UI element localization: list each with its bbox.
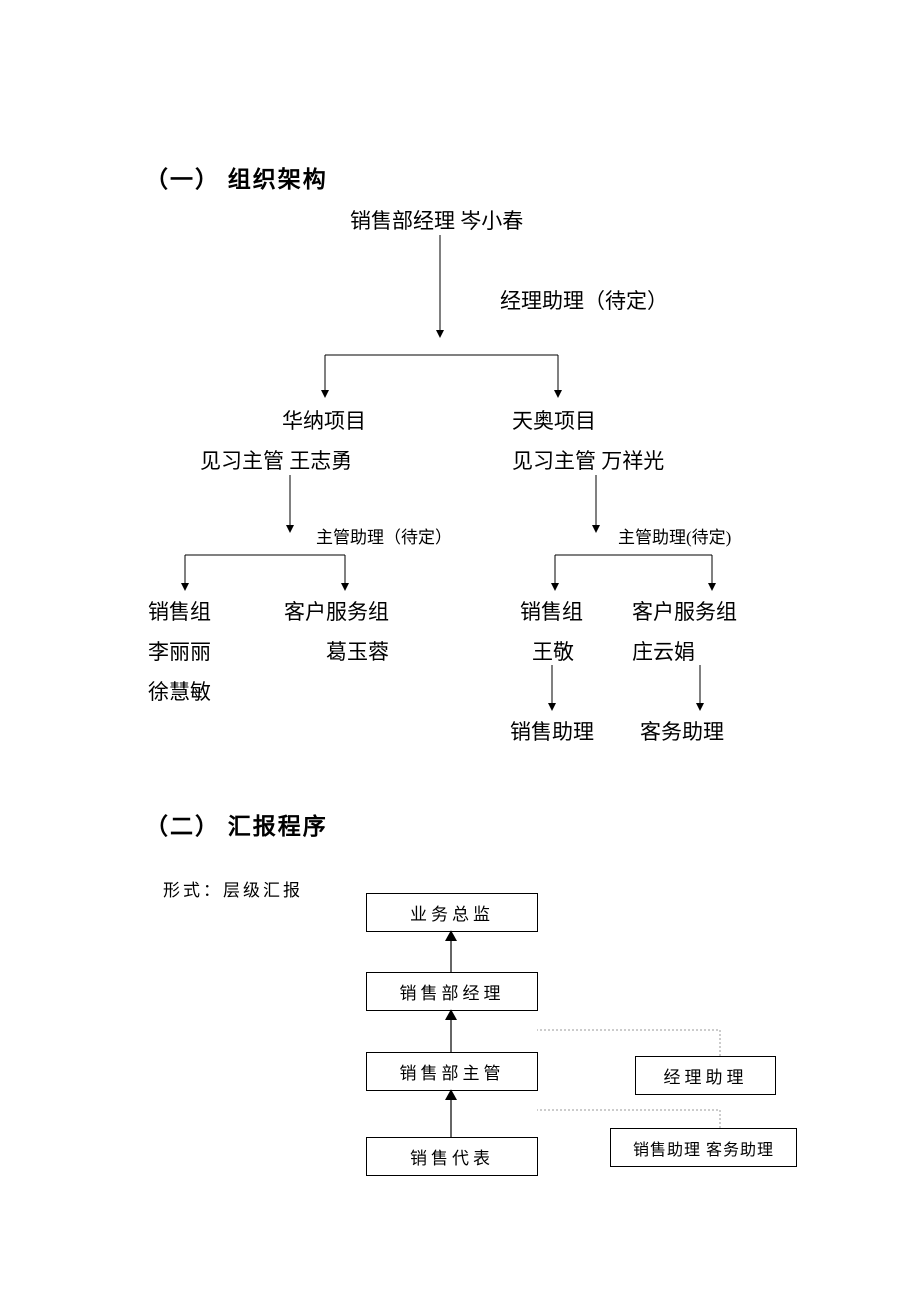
report-chart-svg <box>0 0 920 1302</box>
